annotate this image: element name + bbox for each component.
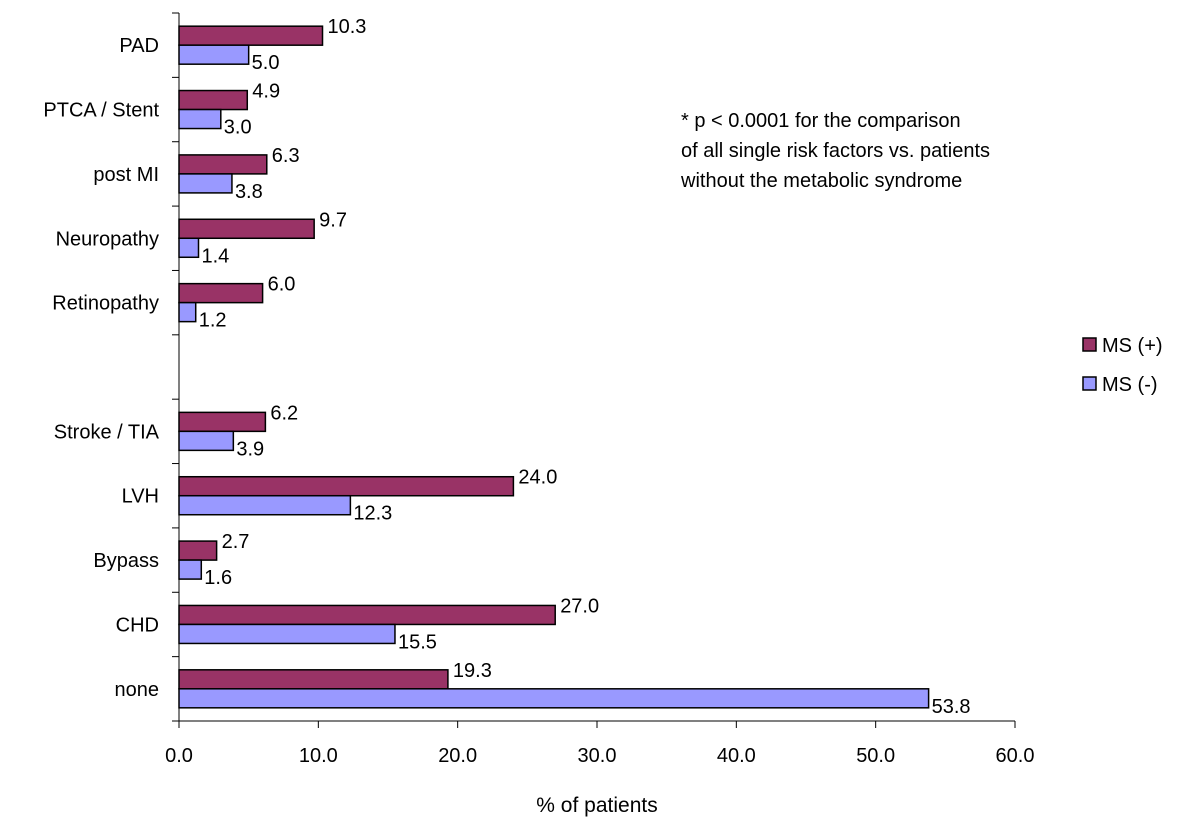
bar-ms-minus <box>178 237 200 259</box>
bar-ms-plus <box>178 411 267 433</box>
annotation-line: * p < 0.0001 for the comparison <box>681 110 961 132</box>
data-label: 15.5 <box>398 631 437 653</box>
data-label: 53.8 <box>932 696 971 718</box>
data-label: 12.3 <box>353 503 392 525</box>
category-label: PTCA / Stent <box>43 100 159 122</box>
bar-ms-plus <box>178 540 218 561</box>
data-labels: 10.3 5.0 4.93.0 6.3 3.8 9.7 1.4 6.0 1.2 6.2 3.9 24.… <box>199 16 971 718</box>
category-label: Stroke / TIA <box>54 421 160 443</box>
data-label: 2.7 <box>222 531 250 553</box>
category-labels: PAD PTCA / Stent post MI Neuropathy Retinopa… <box>43 35 159 701</box>
annotation-line: of all single risk factors vs. patients <box>681 140 990 162</box>
category-label: Neuropathy <box>56 228 159 250</box>
bar-ms-minus <box>178 44 250 65</box>
x-tick-label: 50.0 <box>856 745 895 767</box>
bar-ms-minus <box>178 559 203 580</box>
bar-ms-minus <box>178 301 197 323</box>
legend-label: MS (-) <box>1102 374 1158 396</box>
category-label: PAD <box>119 35 159 57</box>
legend: MS (+) MS (-) <box>1082 335 1163 396</box>
x-axis-ticks: 0.0 10.0 20.0 30.0 40.0 50.0 60.0 <box>165 721 1034 767</box>
data-label: 6.3 <box>272 145 300 167</box>
bar-ms-plus <box>178 25 324 46</box>
data-label: 1.2 <box>199 310 227 332</box>
data-label: 6.2 <box>270 402 298 424</box>
data-label: 1.4 <box>202 245 230 267</box>
data-label: 3.8 <box>235 181 263 203</box>
category-label: CHD <box>116 614 159 636</box>
legend-swatch <box>1082 337 1097 352</box>
bar-ms-minus <box>178 108 222 130</box>
data-label: 3.9 <box>236 438 264 460</box>
bar-ms-plus <box>178 154 268 175</box>
category-label: none <box>115 679 160 701</box>
bar-ms-minus <box>178 688 930 709</box>
bar-ms-plus <box>178 89 249 111</box>
bar-ms-plus <box>178 604 556 626</box>
x-axis-title: % of patients <box>536 794 657 817</box>
bar-ms-minus <box>178 173 233 194</box>
x-tick-label: 0.0 <box>165 745 193 767</box>
bar-ms-plus <box>178 475 515 497</box>
x-tick-label: 20.0 <box>438 745 477 767</box>
category-label: Bypass <box>93 550 159 572</box>
x-tick-label: 30.0 <box>578 745 617 767</box>
data-label: 27.0 <box>560 595 599 617</box>
data-label: 4.9 <box>252 81 280 103</box>
data-label: 10.3 <box>328 16 367 38</box>
bar-ms-plus <box>178 218 315 240</box>
bar-ms-minus <box>178 430 235 452</box>
bar-ms-plus <box>178 282 264 304</box>
x-tick-label: 60.0 <box>996 745 1035 767</box>
x-tick-label: 10.0 <box>299 745 338 767</box>
data-label: 19.3 <box>453 660 492 682</box>
category-label: post MI <box>93 164 159 186</box>
significance-note: * p < 0.0001 for the comparison of all si… <box>680 110 990 192</box>
category-label: LVH <box>122 486 159 508</box>
bar-ms-minus <box>178 623 396 645</box>
bars <box>178 25 930 709</box>
legend-swatch <box>1082 376 1097 391</box>
data-label: 9.7 <box>319 209 347 231</box>
data-label: 3.0 <box>224 117 252 139</box>
data-label: 24.0 <box>518 467 557 489</box>
y-axis-ticks <box>172 12 179 722</box>
bar-ms-plus <box>178 669 449 690</box>
category-label: Retinopathy <box>52 293 159 315</box>
data-label: 1.6 <box>204 567 232 589</box>
data-label: 5.0 <box>252 52 280 74</box>
annotation-line: without the metabolic syndrome <box>680 170 962 192</box>
legend-label: MS (+) <box>1102 335 1163 357</box>
bar-ms-minus <box>178 494 352 516</box>
x-tick-label: 40.0 <box>717 745 756 767</box>
data-label: 6.0 <box>268 274 296 296</box>
